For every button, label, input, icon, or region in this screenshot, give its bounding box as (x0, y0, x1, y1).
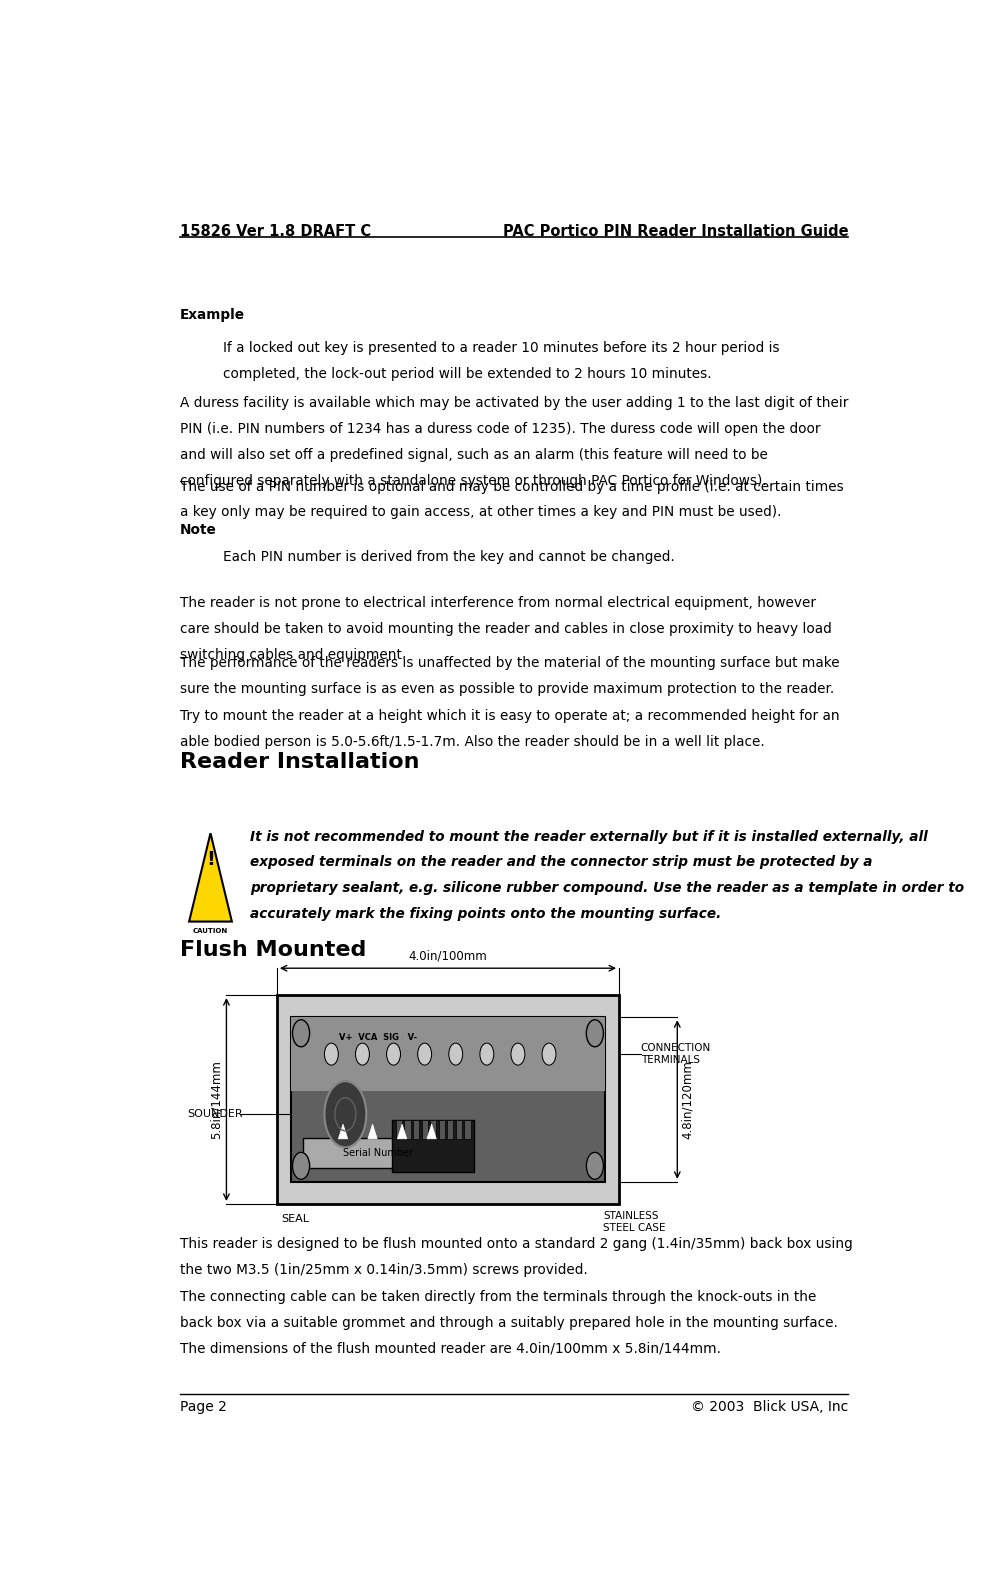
Text: 15826 Ver 1.8 DRAFT C: 15826 Ver 1.8 DRAFT C (179, 225, 371, 239)
Circle shape (586, 1020, 603, 1047)
Circle shape (386, 1042, 400, 1065)
Bar (447, 1121, 453, 1138)
Text: Note: Note (179, 523, 216, 537)
Text: SOUNDER: SOUNDER (187, 1109, 242, 1119)
Circle shape (479, 1042, 493, 1065)
Text: V+  VCA  SIG   V-: V+ VCA SIG V- (339, 1033, 417, 1042)
Text: It is not recommended to mount the reader externally but if it is installed exte: It is not recommended to mount the reade… (249, 829, 927, 843)
Bar (464, 1121, 470, 1138)
Text: 4.8in/120mm: 4.8in/120mm (680, 1060, 693, 1140)
Circle shape (324, 1042, 338, 1065)
Text: Page 2: Page 2 (179, 1400, 226, 1414)
Circle shape (586, 1152, 603, 1180)
Circle shape (417, 1042, 431, 1065)
Bar (291, 1017, 604, 1090)
Text: CAUTION: CAUTION (192, 928, 227, 934)
Circle shape (293, 1152, 310, 1180)
Polygon shape (397, 1124, 407, 1138)
Text: Serial Number: Serial Number (343, 1148, 413, 1157)
Text: back box via a suitable grommet and through a suitably prepared hole in the moun: back box via a suitable grommet and thro… (179, 1315, 837, 1329)
Text: configured separately with a standalone system or through PAC Portico for Window: configured separately with a standalone … (179, 473, 766, 488)
Circle shape (355, 1042, 369, 1065)
Bar (291, 1017, 604, 1181)
Text: able bodied person is 5.0-5.6ft/1.5-1.7m. Also the reader should be in a well li: able bodied person is 5.0-5.6ft/1.5-1.7m… (179, 735, 764, 749)
Text: Try to mount the reader at a height which it is easy to operate at; a recommende: Try to mount the reader at a height whic… (179, 709, 839, 724)
Text: Example: Example (179, 308, 244, 322)
Polygon shape (338, 1124, 348, 1138)
Text: SEAL: SEAL (281, 1213, 309, 1224)
Text: and will also set off a predefined signal, such as an alarm (this feature will n: and will also set off a predefined signa… (179, 448, 767, 462)
Text: completed, the lock-out period will be extended to 2 hours 10 minutes.: completed, the lock-out period will be e… (222, 367, 710, 381)
Text: If a locked out key is presented to a reader 10 minutes before its 2 hour period: If a locked out key is presented to a re… (222, 341, 779, 355)
Bar (396, 1121, 402, 1138)
Circle shape (510, 1042, 524, 1065)
Text: CONNECTION
TERMINALS: CONNECTION TERMINALS (640, 1042, 710, 1065)
Text: sure the mounting surface is as even as possible to provide maximum protection t: sure the mounting surface is as even as … (179, 682, 834, 697)
Text: The performance of the readers is unaffected by the material of the mounting sur: The performance of the readers is unaffe… (179, 657, 839, 671)
Text: The dimensions of the flush mounted reader are 4.0in/100mm x 5.8in/144mm.: The dimensions of the flush mounted read… (179, 1341, 720, 1355)
Text: The connecting cable can be taken directly from the terminals through the knock-: The connecting cable can be taken direct… (179, 1290, 816, 1304)
Text: The reader is not prone to electrical interference from normal electrical equipm: The reader is not prone to electrical in… (179, 596, 815, 611)
Bar (404, 1121, 410, 1138)
Text: the two M3.5 (1in/25mm x 0.14in/3.5mm) screws provided.: the two M3.5 (1in/25mm x 0.14in/3.5mm) s… (179, 1262, 587, 1277)
Text: !: ! (205, 850, 214, 869)
Polygon shape (427, 1124, 436, 1138)
Text: exposed terminals on the reader and the connector strip must be protected by a: exposed terminals on the reader and the … (249, 856, 872, 869)
Text: Flush Mounted: Flush Mounted (179, 940, 366, 960)
Text: This reader is designed to be flush mounted onto a standard 2 gang (1.4in/35mm) : This reader is designed to be flush moun… (179, 1237, 852, 1251)
Text: proprietary sealant, e.g. silicone rubber compound. Use the reader as a template: proprietary sealant, e.g. silicone rubbe… (249, 881, 963, 896)
Circle shape (541, 1042, 555, 1065)
Circle shape (324, 1081, 366, 1148)
Text: PIN (i.e. PIN numbers of 1234 has a duress code of 1235). The duress code will o: PIN (i.e. PIN numbers of 1234 has a dure… (179, 422, 820, 437)
Text: STAINLESS
STEEL CASE: STAINLESS STEEL CASE (603, 1211, 665, 1232)
Text: 5.8in/144mm: 5.8in/144mm (209, 1060, 222, 1140)
Circle shape (448, 1042, 462, 1065)
Bar (421, 1121, 427, 1138)
Bar (455, 1121, 462, 1138)
Text: a key only may be required to gain access, at other times a key and PIN must be : a key only may be required to gain acces… (179, 505, 781, 520)
Text: 4.0in/100mm: 4.0in/100mm (408, 948, 487, 963)
Text: PAC Portico PIN Reader Installation Guide: PAC Portico PIN Reader Installation Guid… (502, 225, 848, 239)
Text: switching cables and equipment.: switching cables and equipment. (179, 647, 406, 662)
Bar (277, 995, 618, 1203)
Text: Each PIN number is derived from the key and cannot be changed.: Each PIN number is derived from the key … (222, 550, 673, 564)
Bar (303, 1138, 454, 1168)
Circle shape (293, 1020, 310, 1047)
Bar (438, 1121, 445, 1138)
Polygon shape (189, 834, 231, 921)
Polygon shape (368, 1124, 377, 1138)
Text: The use of a PIN number is optional and may be controlled by a time profile (i.e: The use of a PIN number is optional and … (179, 480, 843, 494)
Bar (413, 1121, 419, 1138)
Text: care should be taken to avoid mounting the reader and cables in close proximity : care should be taken to avoid mounting t… (179, 622, 831, 636)
Bar (430, 1121, 436, 1138)
Text: A duress facility is available which may be activated by the user adding 1 to th: A duress facility is available which may… (179, 397, 848, 410)
Text: accurately mark the fixing points onto the mounting surface.: accurately mark the fixing points onto t… (249, 907, 720, 921)
Text: © 2003  Blick USA, Inc: © 2003 Blick USA, Inc (690, 1400, 848, 1414)
Text: Reader Installation: Reader Installation (179, 752, 419, 771)
Bar (392, 1121, 473, 1172)
